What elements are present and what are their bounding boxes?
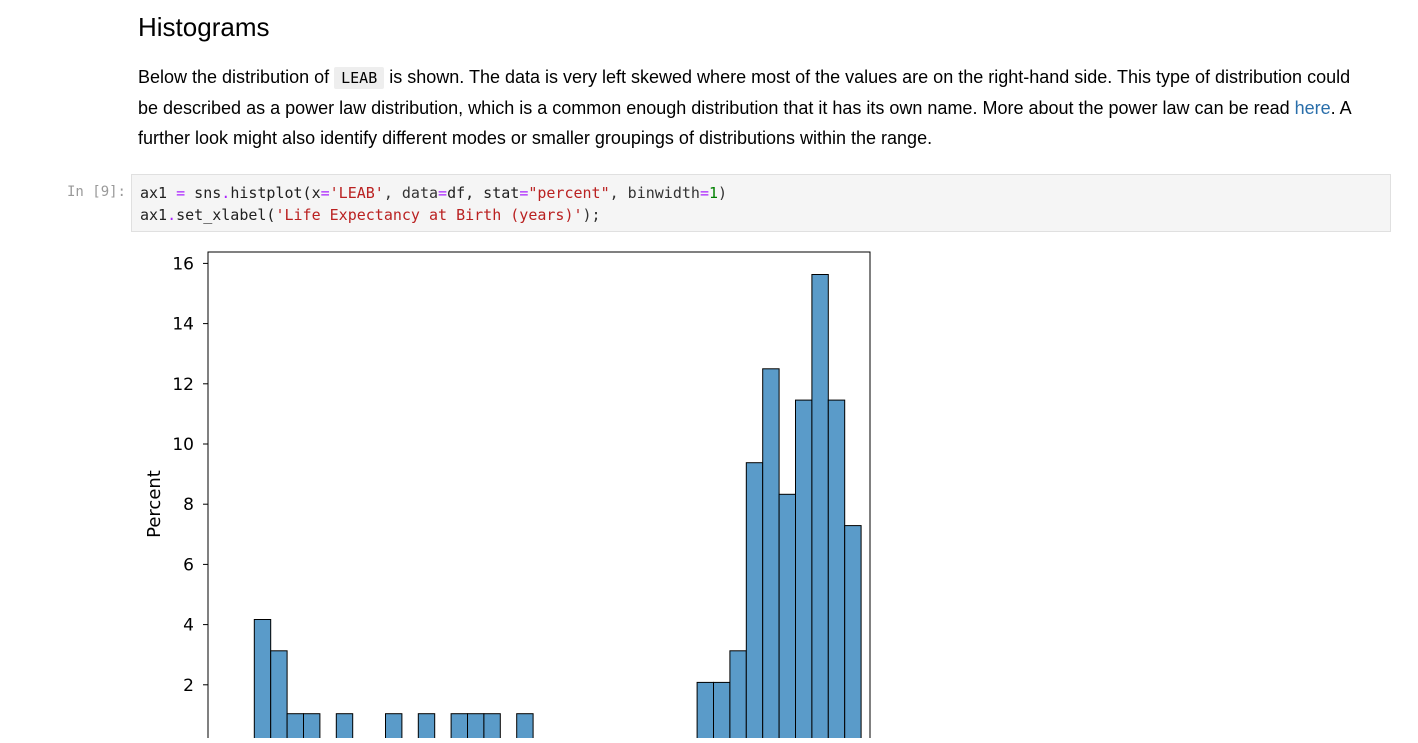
y-tick-label: 8 <box>183 495 194 515</box>
code-line: ax1.set_xlabel('Life Expectancy at Birth… <box>140 204 1382 226</box>
section-heading: Histograms <box>138 12 270 42</box>
y-axis: 2 4 6 8 10 12 14 16 <box>172 254 208 696</box>
code-token: . <box>167 206 177 224</box>
code-token: 1 <box>708 184 718 202</box>
histogram-chart: 2 4 6 8 10 12 14 16 Percent <box>144 251 871 743</box>
paragraph-text-1: Below the distribution of <box>138 67 335 87</box>
y-tick-label: 6 <box>183 555 194 575</box>
histogram-bar <box>516 713 534 743</box>
code-token: . <box>221 184 231 202</box>
code-token: ); <box>582 206 601 224</box>
y-tick-label: 12 <box>172 375 194 395</box>
description-paragraph: Below the distribution of LEAB is shown.… <box>138 62 1368 153</box>
histogram-bar <box>483 713 501 743</box>
histogram-bar <box>303 713 321 743</box>
plot-frame <box>207 251 871 743</box>
code-token: = <box>519 184 529 202</box>
y-tick-label: 16 <box>172 254 194 274</box>
histogram-bar <box>811 274 829 743</box>
histogram-bar <box>335 713 354 743</box>
code-token: = <box>320 184 330 202</box>
histogram-bar <box>844 525 862 743</box>
histogram-bar <box>795 399 813 743</box>
code-cell-editor[interactable]: ax1 = sns.histplot(x='LEAB', data=df, st… <box>131 174 1391 232</box>
y-tick-label: 4 <box>183 616 194 636</box>
histogram-bar <box>450 713 469 743</box>
histogram-bar <box>827 399 846 743</box>
code-token <box>167 184 176 202</box>
paragraph-text-2: is shown. The data is very left skewed w… <box>138 67 1351 118</box>
histogram-bar <box>270 650 288 743</box>
inline-code-leab: LEAB <box>334 67 385 89</box>
y-tick-label: 14 <box>172 315 194 335</box>
code-token: "percent" <box>528 184 610 202</box>
code-token: 'LEAB' <box>329 184 384 202</box>
histogram-bar <box>762 368 780 743</box>
y-tick-label: 2 <box>183 676 194 696</box>
code-token: = <box>438 184 448 202</box>
histogram-bar <box>253 619 272 743</box>
code-token: 'Life Expectancy at Birth (years)' <box>275 206 583 224</box>
code-token: = <box>699 184 709 202</box>
histogram-bar <box>417 713 436 743</box>
code-token: df, stat <box>447 184 520 202</box>
histogram-bar <box>778 493 796 743</box>
histogram-bar <box>696 681 714 743</box>
code-token: set_xlabel( <box>176 206 276 224</box>
cell-prompt: In [9]: <box>66 184 126 200</box>
code-token: = <box>176 184 186 202</box>
paragraph-text-3: . A further look might also identify dif… <box>138 98 1351 148</box>
histogram-bar <box>385 713 403 743</box>
histogram-bar <box>286 713 305 743</box>
histogram-bar <box>467 713 485 743</box>
code-token: sns <box>185 184 222 202</box>
histogram-bars <box>253 274 862 743</box>
y-tick-label: 10 <box>172 435 194 455</box>
histogram-bar <box>729 650 747 743</box>
histogram-bar <box>745 462 764 743</box>
power-law-link[interactable]: here <box>1294 98 1331 118</box>
histogram-output: 2 4 6 8 10 12 14 16 Percent <box>130 240 890 743</box>
code-token: histplot(x <box>230 184 321 202</box>
code-token: , data <box>383 184 439 202</box>
code-token: ax1 <box>140 206 168 224</box>
code-line: ax1 = sns.histplot(x='LEAB', data=df, st… <box>140 182 1382 204</box>
code-token: , binwidth <box>609 184 700 202</box>
code-token: ax1 <box>140 184 168 202</box>
y-axis-label: Percent <box>144 470 165 538</box>
code-token: ) <box>718 184 728 202</box>
histogram-bar <box>713 681 731 743</box>
